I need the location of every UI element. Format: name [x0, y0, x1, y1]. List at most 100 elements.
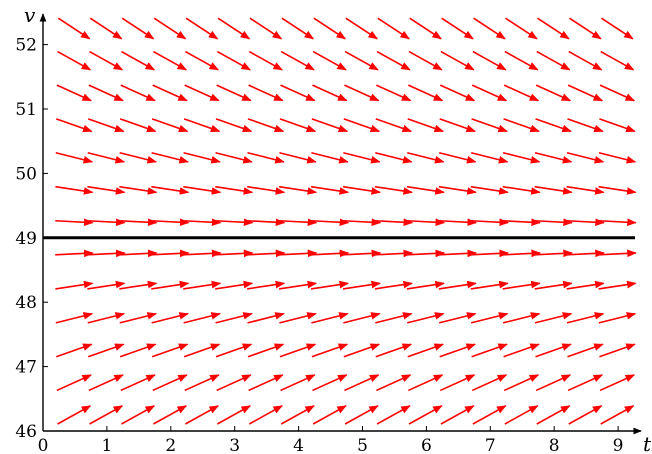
slope-arrow [87, 343, 125, 358]
slope-arrow [375, 343, 413, 358]
slope-arrow [535, 118, 572, 133]
slope-arrow [600, 50, 635, 71]
slope-arrow [439, 374, 476, 392]
slope-arrow [153, 405, 188, 425]
slope-arrow [279, 151, 317, 164]
slope-arrow [408, 84, 444, 102]
slope-arrow [152, 84, 188, 102]
slope-arrow [247, 185, 286, 195]
slope-arrow [311, 151, 349, 164]
slope-arrow [568, 405, 603, 425]
slope-arrow [598, 218, 637, 227]
slope-arrow [153, 17, 187, 40]
slope-arrow [502, 280, 541, 290]
slope-arrow [87, 185, 126, 195]
slope-arrow [88, 84, 124, 102]
slope-arrow [151, 151, 189, 164]
slope-arrow [183, 218, 222, 227]
slope-arrow [376, 374, 412, 392]
slope-arrow [119, 151, 157, 164]
slope-arrow [310, 218, 350, 227]
x-tick-label: 6 [421, 436, 432, 454]
slope-arrow [534, 312, 573, 324]
slope-arrow [601, 17, 634, 40]
slope-arrow [502, 312, 541, 324]
slope-arrow [184, 405, 220, 425]
slope-arrow [87, 118, 125, 133]
y-tick-label: 49 [15, 229, 37, 249]
x-axis-ticks: 0 1 2 3 4 5 6 7 8 9 [38, 426, 624, 454]
slope-arrow [438, 185, 477, 195]
slope-arrow [247, 280, 286, 290]
slope-arrow [343, 343, 381, 358]
slope-arrow [438, 280, 477, 290]
slope-arrow [409, 17, 442, 40]
slope-arrow [313, 17, 347, 40]
y-tick-label: 50 [15, 164, 37, 184]
slope-arrow [342, 185, 382, 195]
slope-arrow [247, 118, 285, 133]
slope-arrow [598, 185, 637, 195]
slope-arrow [278, 249, 318, 258]
slope-arrow [248, 374, 284, 392]
slope-arrow [310, 249, 350, 258]
slope-arrow [566, 312, 605, 324]
slope-arrow [57, 17, 91, 40]
slope-arrow [312, 374, 348, 392]
slope-arrow [343, 151, 381, 164]
slope-arrow [406, 185, 445, 195]
slope-arrow [535, 84, 572, 102]
slope-arrow [119, 185, 158, 195]
slope-arrow [471, 84, 508, 102]
slope-arrow [183, 151, 221, 164]
slope-arrow [55, 249, 94, 258]
slope-arrow [408, 50, 443, 71]
slope-arrow [598, 280, 637, 290]
slope-arrow [438, 312, 477, 324]
slope-arrow [472, 50, 507, 71]
slope-arrow [376, 50, 411, 71]
slope-arrow [279, 312, 317, 324]
slope-arrow [536, 405, 571, 425]
slope-arrow [152, 374, 188, 392]
slope-arrow [502, 218, 541, 227]
slope-arrow [214, 218, 254, 227]
x-axis-title: t [643, 432, 652, 454]
slope-arrow [534, 249, 573, 258]
slope-arrow [407, 151, 445, 164]
slope-arrow [406, 249, 446, 258]
slope-arrow [248, 50, 283, 71]
slope-arrow [246, 249, 286, 258]
slope-arrow [470, 218, 510, 227]
slope-arrow [184, 50, 220, 71]
slope-arrow [119, 280, 158, 290]
slope-arrow [598, 151, 637, 164]
slope-arrow [311, 118, 349, 133]
slope-arrow [375, 151, 413, 164]
slope-arrow [375, 312, 413, 324]
x-tick-label: 9 [613, 436, 624, 454]
slope-arrow [470, 280, 509, 290]
slope-arrow [247, 151, 285, 164]
slope-arrow [470, 312, 509, 324]
y-tick-label: 48 [15, 293, 37, 313]
slope-arrow [217, 17, 251, 40]
slope-arrow [471, 343, 508, 358]
slope-arrow [600, 405, 635, 425]
slope-arrow [247, 343, 285, 358]
slope-arrow [471, 374, 508, 392]
slope-arrow [503, 343, 540, 358]
slope-arrow [310, 185, 350, 195]
slope-arrow [441, 17, 474, 40]
slope-arrow [215, 185, 254, 195]
y-tick-label: 47 [15, 358, 37, 378]
x-tick-label: 1 [101, 436, 112, 454]
slope-arrow [344, 374, 380, 392]
x-tick-label: 0 [38, 436, 49, 454]
slope-arrow [439, 343, 476, 358]
slope-arrow [88, 374, 124, 392]
slope-arrow [374, 280, 413, 290]
slope-arrow [89, 50, 124, 71]
slope-arrow [566, 249, 605, 258]
